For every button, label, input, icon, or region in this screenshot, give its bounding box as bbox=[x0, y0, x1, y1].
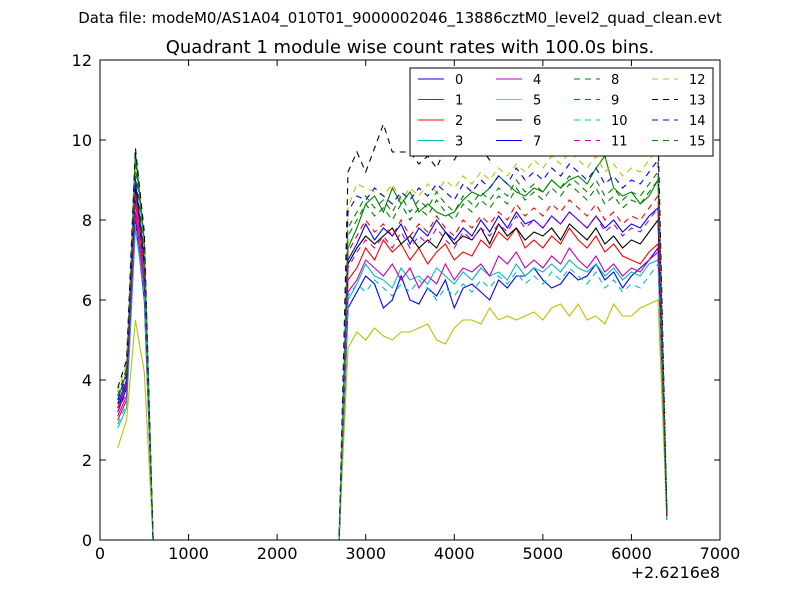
series-line-13 bbox=[117, 122, 668, 540]
y-tick-label: 2 bbox=[82, 451, 92, 470]
legend-label-6: 6 bbox=[533, 114, 541, 129]
legend-label-10: 10 bbox=[611, 114, 628, 129]
legend-label-13: 13 bbox=[689, 94, 706, 109]
x-tick-label: 7000 bbox=[700, 544, 741, 563]
legend-label-2: 2 bbox=[455, 114, 463, 129]
series-line-14 bbox=[117, 158, 668, 540]
legend-label-9: 9 bbox=[611, 94, 619, 109]
y-tick-label: 12 bbox=[72, 51, 92, 70]
x-tick-label: 6000 bbox=[611, 544, 652, 563]
series-line-2 bbox=[117, 199, 668, 540]
legend-label-12: 12 bbox=[689, 73, 706, 88]
x-tick-label: 1000 bbox=[168, 544, 209, 563]
x-tick-label: 0 bbox=[95, 544, 105, 563]
y-tick-label: 8 bbox=[82, 211, 92, 230]
series-line-15 bbox=[117, 163, 668, 540]
legend-label-1: 1 bbox=[455, 94, 463, 109]
series-line-3 bbox=[117, 227, 668, 540]
series-line-11 bbox=[117, 203, 668, 540]
legend-label-0: 0 bbox=[455, 73, 463, 88]
plot-frame bbox=[99, 59, 721, 541]
legend-box bbox=[409, 67, 714, 157]
legend-label-7: 7 bbox=[533, 135, 541, 150]
x-tick-label: 2000 bbox=[257, 544, 298, 563]
x-tick-label: 4000 bbox=[434, 544, 475, 563]
series-line-0 bbox=[117, 219, 668, 540]
x-tick-label: 5000 bbox=[522, 544, 563, 563]
legend-label-3: 3 bbox=[455, 135, 463, 150]
legend-label-15: 15 bbox=[689, 135, 706, 150]
series-line-4 bbox=[117, 211, 668, 540]
legend-label-11: 11 bbox=[611, 135, 628, 150]
y-tick-label: 4 bbox=[82, 371, 92, 390]
y-tick-label: 6 bbox=[82, 291, 92, 310]
series-line-1 bbox=[117, 151, 668, 540]
legend-label-5: 5 bbox=[533, 94, 541, 109]
x-offset-label: +2.6216e8 bbox=[631, 563, 720, 582]
chart-title: Quadrant 1 module wise count rates with … bbox=[166, 37, 655, 58]
figure-suptitle: Data file: modeM0/AS1A04_010T01_90000020… bbox=[78, 9, 722, 28]
y-tick-label: 0 bbox=[82, 531, 92, 550]
y-tick-label: 10 bbox=[72, 131, 92, 150]
series-line-5 bbox=[117, 299, 668, 540]
series-line-6 bbox=[117, 187, 668, 540]
x-tick-label: 3000 bbox=[345, 544, 386, 563]
series-layer bbox=[117, 122, 668, 540]
legend-label-4: 4 bbox=[533, 73, 541, 88]
legend-label-8: 8 bbox=[611, 73, 619, 88]
series-line-12 bbox=[117, 146, 668, 540]
legend-label-14: 14 bbox=[689, 114, 706, 129]
series-line-10 bbox=[117, 223, 668, 540]
series-line-8 bbox=[117, 159, 668, 540]
